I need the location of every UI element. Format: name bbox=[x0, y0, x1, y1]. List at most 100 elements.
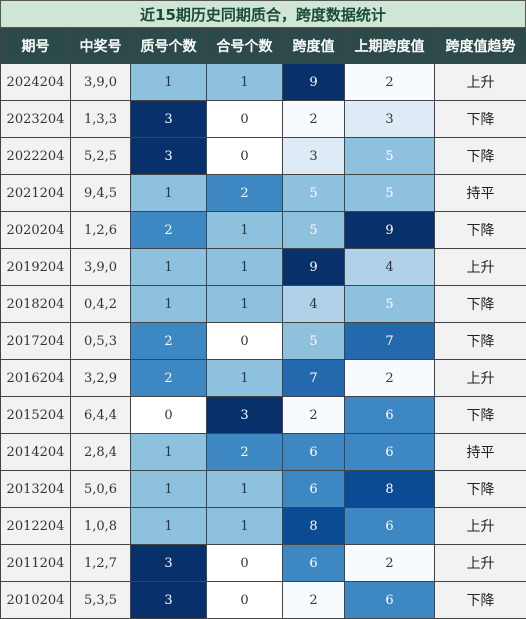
draw-numbers-cell: 3,9,0 bbox=[70, 248, 131, 286]
table-row: 2021204 9,4,5 1 2 5 5 持平 bbox=[0, 174, 526, 212]
trend-cell: 上升 bbox=[434, 507, 526, 545]
composite-count-cell: 1 bbox=[206, 470, 283, 508]
period-cell: 2010204 bbox=[0, 581, 71, 619]
draw-numbers-cell: 5,3,5 bbox=[70, 581, 131, 619]
prev-span-cell: 2 bbox=[344, 63, 435, 101]
table-row: 2012204 1,0,8 1 1 8 6 上升 bbox=[0, 507, 526, 545]
table-title: 近15期历史同期质合，跨度数据统计 bbox=[0, 0, 526, 28]
table-row: 2024204 3,9,0 1 1 9 2 上升 bbox=[0, 63, 526, 101]
composite-count-cell: 2 bbox=[206, 174, 283, 212]
table-row: 2011204 1,2,7 3 0 6 2 上升 bbox=[0, 544, 526, 582]
draw-numbers-cell: 1,3,3 bbox=[70, 100, 131, 138]
draw-numbers-cell: 0,4,2 bbox=[70, 285, 131, 323]
table-row: 2020204 1,2,6 2 1 5 9 下降 bbox=[0, 211, 526, 249]
prime-count-cell: 1 bbox=[130, 63, 207, 101]
draw-numbers-cell: 6,4,4 bbox=[70, 396, 131, 434]
composite-count-cell: 1 bbox=[206, 63, 283, 101]
draw-numbers-cell: 1,0,8 bbox=[70, 507, 131, 545]
col-header-draw: 中奖号 bbox=[70, 28, 131, 64]
span-cell: 7 bbox=[282, 359, 345, 397]
table-row: 2010204 5,3,5 3 0 2 6 下降 bbox=[0, 581, 526, 619]
composite-count-cell: 0 bbox=[206, 322, 283, 360]
draw-numbers-cell: 2,8,4 bbox=[70, 433, 131, 471]
trend-cell: 下降 bbox=[434, 470, 526, 508]
prime-count-cell: 3 bbox=[130, 100, 207, 138]
composite-count-cell: 0 bbox=[206, 100, 283, 138]
col-header-prev-span: 上期跨度值 bbox=[344, 28, 435, 64]
prev-span-cell: 5 bbox=[344, 137, 435, 175]
table-row: 2015204 6,4,4 0 3 2 6 下降 bbox=[0, 396, 526, 434]
trend-cell: 持平 bbox=[434, 433, 526, 471]
span-cell: 3 bbox=[282, 137, 345, 175]
prev-span-cell: 6 bbox=[344, 396, 435, 434]
table-row: 2022204 5,2,5 3 0 3 5 下降 bbox=[0, 137, 526, 175]
draw-numbers-cell: 1,2,7 bbox=[70, 544, 131, 582]
prev-span-cell: 3 bbox=[344, 100, 435, 138]
trend-cell: 上升 bbox=[434, 248, 526, 286]
prime-count-cell: 1 bbox=[130, 285, 207, 323]
span-cell: 9 bbox=[282, 63, 345, 101]
prev-span-cell: 2 bbox=[344, 544, 435, 582]
prime-count-cell: 3 bbox=[130, 581, 207, 619]
trend-cell: 下降 bbox=[434, 211, 526, 249]
span-cell: 5 bbox=[282, 174, 345, 212]
trend-cell: 下降 bbox=[434, 137, 526, 175]
header-row: 期号 中奖号 质号个数 合号个数 跨度值 上期跨度值 跨度值趋势 bbox=[0, 28, 526, 64]
period-cell: 2018204 bbox=[0, 285, 71, 323]
draw-numbers-cell: 3,2,9 bbox=[70, 359, 131, 397]
prime-count-cell: 2 bbox=[130, 359, 207, 397]
trend-cell: 持平 bbox=[434, 174, 526, 212]
period-cell: 2022204 bbox=[0, 137, 71, 175]
period-cell: 2015204 bbox=[0, 396, 71, 434]
prev-span-cell: 9 bbox=[344, 211, 435, 249]
draw-numbers-cell: 0,5,3 bbox=[70, 322, 131, 360]
table-row: 2014204 2,8,4 1 2 6 6 持平 bbox=[0, 433, 526, 471]
prime-count-cell: 3 bbox=[130, 544, 207, 582]
prev-span-cell: 4 bbox=[344, 248, 435, 286]
prev-span-cell: 5 bbox=[344, 285, 435, 323]
span-cell: 6 bbox=[282, 433, 345, 471]
period-cell: 2013204 bbox=[0, 470, 71, 508]
col-header-span: 跨度值 bbox=[282, 28, 345, 64]
trend-cell: 下降 bbox=[434, 396, 526, 434]
prev-span-cell: 6 bbox=[344, 581, 435, 619]
prime-count-cell: 1 bbox=[130, 248, 207, 286]
period-cell: 2019204 bbox=[0, 248, 71, 286]
table-row: 2016204 3,2,9 2 1 7 2 上升 bbox=[0, 359, 526, 397]
prev-span-cell: 6 bbox=[344, 507, 435, 545]
prime-count-cell: 1 bbox=[130, 433, 207, 471]
table-body: 2024204 3,9,0 1 1 9 2 上升 2023204 1,3,3 3 0 2 3 下降 2022… bbox=[0, 63, 526, 619]
table-row: 2019204 3,9,0 1 1 9 4 上升 bbox=[0, 248, 526, 286]
draw-numbers-cell: 5,2,5 bbox=[70, 137, 131, 175]
prev-span-cell: 6 bbox=[344, 433, 435, 471]
span-cell: 2 bbox=[282, 100, 345, 138]
span-cell: 2 bbox=[282, 396, 345, 434]
draw-numbers-cell: 5,0,6 bbox=[70, 470, 131, 508]
period-cell: 2014204 bbox=[0, 433, 71, 471]
period-cell: 2012204 bbox=[0, 507, 71, 545]
prime-count-cell: 0 bbox=[130, 396, 207, 434]
col-header-trend: 跨度值趋势 bbox=[434, 28, 526, 64]
composite-count-cell: 0 bbox=[206, 544, 283, 582]
prev-span-cell: 2 bbox=[344, 359, 435, 397]
table-row: 2013204 5,0,6 1 1 6 8 下降 bbox=[0, 470, 526, 508]
composite-count-cell: 0 bbox=[206, 137, 283, 175]
period-cell: 2024204 bbox=[0, 63, 71, 101]
trend-cell: 上升 bbox=[434, 63, 526, 101]
composite-count-cell: 1 bbox=[206, 248, 283, 286]
span-cell: 5 bbox=[282, 322, 345, 360]
composite-count-cell: 1 bbox=[206, 211, 283, 249]
trend-cell: 上升 bbox=[434, 359, 526, 397]
col-header-composite-count: 合号个数 bbox=[206, 28, 283, 64]
composite-count-cell: 1 bbox=[206, 285, 283, 323]
composite-count-cell: 3 bbox=[206, 396, 283, 434]
span-cell: 4 bbox=[282, 285, 345, 323]
prime-count-cell: 3 bbox=[130, 137, 207, 175]
prime-count-cell: 2 bbox=[130, 211, 207, 249]
prev-span-cell: 5 bbox=[344, 174, 435, 212]
prime-count-cell: 1 bbox=[130, 174, 207, 212]
period-cell: 2011204 bbox=[0, 544, 71, 582]
trend-cell: 下降 bbox=[434, 322, 526, 360]
composite-count-cell: 1 bbox=[206, 359, 283, 397]
